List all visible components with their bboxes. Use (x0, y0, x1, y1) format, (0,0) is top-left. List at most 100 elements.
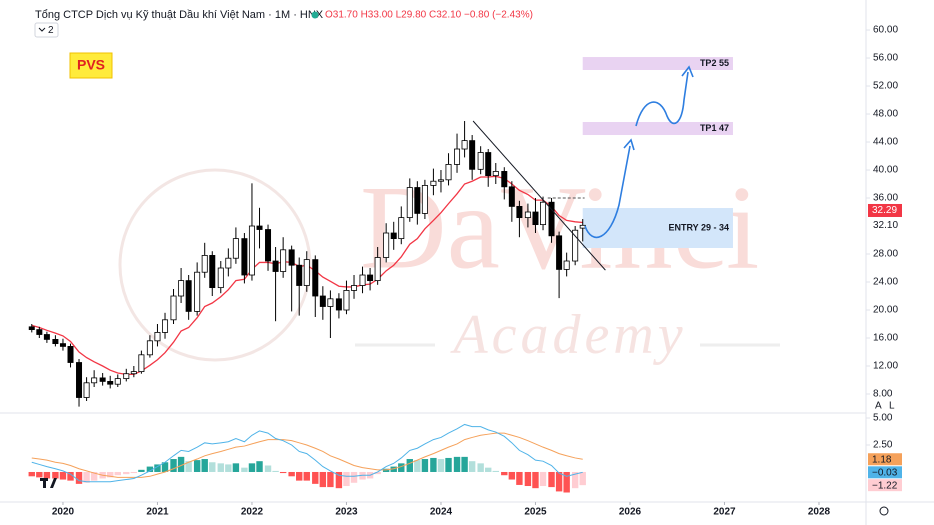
candle-body (414, 187, 421, 214)
x-tick-label: 2020 (52, 507, 75, 518)
y-tick-label: 40.00 (873, 165, 898, 176)
histogram-bar (130, 471, 138, 474)
y-tick-label: 60.00 (873, 25, 898, 36)
histogram-bar (209, 462, 216, 472)
candle-body (43, 334, 50, 340)
x-tick-label: 2028 (808, 507, 831, 518)
histogram-bar (359, 471, 366, 480)
candle-body (107, 381, 114, 385)
candle-body (437, 179, 444, 182)
candle-body (178, 280, 185, 297)
trend-line (472, 120, 606, 271)
histogram-bar (232, 463, 240, 472)
histogram-bar (170, 459, 177, 472)
histogram-bar (453, 456, 461, 472)
candle-body (52, 339, 59, 345)
x-tick-label: 2026 (619, 507, 642, 518)
histogram-bar (154, 464, 161, 472)
candle-body (485, 152, 492, 177)
symbol-badge-text: PVS (77, 57, 105, 73)
histogram-bar (335, 471, 343, 489)
candle-body (477, 152, 484, 170)
candle-body (272, 260, 279, 272)
y-tick-label: 2.50 (873, 440, 893, 451)
histogram-bar (201, 459, 208, 472)
last-value-box (868, 453, 902, 466)
histogram-bar (138, 469, 145, 472)
histogram-bar (185, 461, 192, 472)
candle-body (469, 140, 476, 170)
candle-body (421, 185, 428, 214)
candle-body (248, 225, 255, 276)
histogram-bar (83, 471, 90, 483)
candle-body (445, 164, 452, 181)
histogram-bar (225, 464, 232, 472)
candle-body (572, 229, 579, 262)
histogram-bar (532, 471, 539, 489)
chevron-icon (38, 27, 46, 32)
candle-body (335, 298, 342, 311)
candle-body (67, 346, 74, 363)
candle-body (501, 171, 508, 188)
price-box-label: 32.29 (872, 205, 897, 216)
tv-logo (40, 478, 57, 488)
histogram-bar (571, 471, 579, 489)
candle-body (209, 255, 216, 289)
candle-body (59, 343, 66, 347)
histogram-bar (390, 466, 397, 472)
histogram-bar (461, 456, 468, 472)
candle-body (130, 371, 137, 375)
histogram-bar (43, 471, 51, 479)
candle-body (516, 206, 523, 219)
zone-label: TP2 55 (700, 58, 729, 68)
macd-line (31, 423, 583, 483)
candle-body (319, 295, 326, 307)
histogram-bar (414, 460, 421, 472)
candle-body (532, 211, 539, 226)
zone-label: TP1 47 (700, 123, 729, 133)
last-value-label: −1.22 (872, 480, 898, 491)
candle-body (28, 326, 35, 331)
y-tick-label: 56.00 (873, 53, 898, 64)
candle-body (265, 229, 272, 262)
candle-body (154, 332, 161, 342)
auto-scale-button[interactable]: A (875, 401, 882, 412)
candle-body (146, 340, 153, 356)
candle-body (563, 260, 570, 270)
zone-label: ENTRY 29 - 34 (668, 222, 729, 232)
histogram-bar (437, 459, 445, 472)
candle-body (327, 298, 334, 307)
candle-body (83, 382, 90, 398)
candle-body (430, 180, 437, 186)
y-tick-label: 28.00 (873, 249, 898, 260)
histogram-bar (90, 471, 98, 481)
plot-area: 8.00 12.00 16.00 20.00 24.00 28.00 36.00 40.00 4… (28, 25, 902, 518)
candle-body (296, 264, 303, 286)
candle-body (406, 187, 413, 219)
candle-body (99, 377, 106, 382)
target-zone (582, 57, 733, 70)
candle-body (280, 249, 287, 272)
last-value-box (868, 479, 902, 492)
y-tick-label: 36.00 (873, 193, 898, 204)
histogram-bar (28, 471, 35, 477)
y-tick-label: 12.00 (873, 361, 898, 372)
y-tick-label: 24.00 (873, 277, 898, 288)
candle-body (343, 290, 350, 311)
log-scale-button[interactable]: L (889, 401, 895, 412)
y-tick-label: 16.00 (873, 333, 898, 344)
candle-body (114, 378, 121, 385)
watermark: DaVinci Academy (118, 161, 780, 366)
y-tick-label: 20.00 (873, 305, 898, 316)
candle-body (303, 259, 310, 286)
candle-body (374, 257, 381, 282)
x-tick-label: 2023 (335, 507, 358, 518)
histogram-bar (350, 471, 358, 483)
histogram-bar (296, 471, 303, 481)
target-zone (582, 121, 733, 136)
candle-body (138, 354, 145, 373)
watermark-subtitle: Academy (449, 304, 686, 366)
indicator-toggle[interactable] (34, 22, 59, 38)
settings-icon[interactable] (879, 506, 889, 516)
